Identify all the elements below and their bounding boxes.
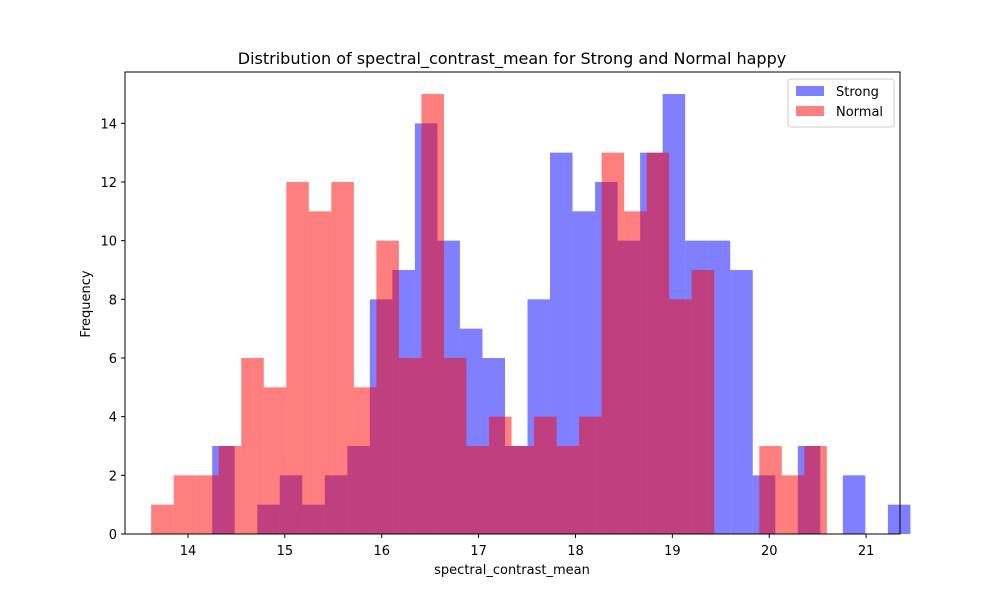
y-tick-label: 4 bbox=[109, 411, 117, 426]
y-axis-label: Frequency bbox=[79, 270, 94, 337]
bar-normal-7 bbox=[308, 211, 332, 535]
bar-normal-9 bbox=[353, 387, 377, 534]
bar-normal-18 bbox=[556, 446, 580, 534]
x-tick-label: 18 bbox=[567, 544, 584, 559]
bar-normal-4 bbox=[241, 358, 264, 534]
bar-normal-28 bbox=[781, 475, 805, 534]
bar-normal-5 bbox=[263, 387, 287, 534]
bar-normal-10 bbox=[376, 240, 399, 534]
x-tick-label: 19 bbox=[664, 544, 681, 559]
legend-swatch-normal bbox=[796, 106, 824, 116]
bar-strong-23 bbox=[730, 270, 753, 534]
bars-layer bbox=[151, 94, 911, 535]
legend-swatch-strong bbox=[796, 86, 824, 96]
bar-normal-19 bbox=[579, 416, 602, 534]
x-tick-label: 14 bbox=[180, 544, 197, 559]
bar-normal-11 bbox=[398, 358, 422, 534]
bar-normal-2 bbox=[196, 475, 219, 534]
x-tick-label: 20 bbox=[761, 544, 778, 559]
legend-label-strong: Strong bbox=[836, 85, 879, 100]
bar-normal-21 bbox=[624, 211, 647, 535]
y-tick-label: 12 bbox=[100, 176, 117, 191]
x-axis-label: spectral_contrast_mean bbox=[434, 563, 590, 578]
bar-normal-0 bbox=[151, 504, 174, 534]
chart-title: Distribution of spectral_contrast_mean f… bbox=[238, 49, 786, 69]
y-tick-label: 0 bbox=[109, 528, 117, 543]
bar-normal-13 bbox=[443, 358, 467, 534]
bar-normal-8 bbox=[331, 182, 354, 534]
bar-strong-30 bbox=[887, 504, 911, 534]
x-tick-label: 17 bbox=[470, 544, 487, 559]
y-tick-label: 6 bbox=[109, 352, 117, 367]
series-normal bbox=[151, 94, 827, 535]
y-tick-label: 2 bbox=[109, 469, 117, 484]
bar-normal-23 bbox=[669, 299, 692, 534]
bar-normal-22 bbox=[646, 152, 670, 534]
legend: Strong Normal bbox=[787, 78, 895, 128]
y-tick-label: 8 bbox=[109, 293, 117, 308]
bar-normal-29 bbox=[804, 446, 827, 534]
x-tick-label: 16 bbox=[373, 544, 390, 559]
bar-normal-12 bbox=[421, 94, 444, 534]
y-tick-label: 14 bbox=[100, 117, 117, 132]
bar-normal-24 bbox=[691, 270, 715, 534]
bar-normal-16 bbox=[511, 446, 535, 534]
bar-normal-20 bbox=[601, 152, 625, 534]
bar-normal-15 bbox=[489, 416, 512, 534]
bar-normal-3 bbox=[218, 446, 242, 534]
bar-strong-28 bbox=[842, 475, 866, 534]
legend-label-normal: Normal bbox=[836, 105, 883, 120]
bar-normal-14 bbox=[466, 446, 490, 534]
bar-normal-27 bbox=[759, 446, 782, 534]
bar-normal-1 bbox=[173, 475, 197, 534]
plot-frame bbox=[124, 71, 901, 535]
x-tick-label: 21 bbox=[858, 544, 875, 559]
y-tick-label: 10 bbox=[100, 235, 117, 250]
x-tick-label: 15 bbox=[277, 544, 294, 559]
axes-layer: 14 15 16 17 18 19 20 21 0 2 4 6 8 10 12 14 bbox=[100, 71, 901, 559]
bar-normal-17 bbox=[534, 416, 557, 534]
bar-normal-6 bbox=[286, 182, 309, 534]
